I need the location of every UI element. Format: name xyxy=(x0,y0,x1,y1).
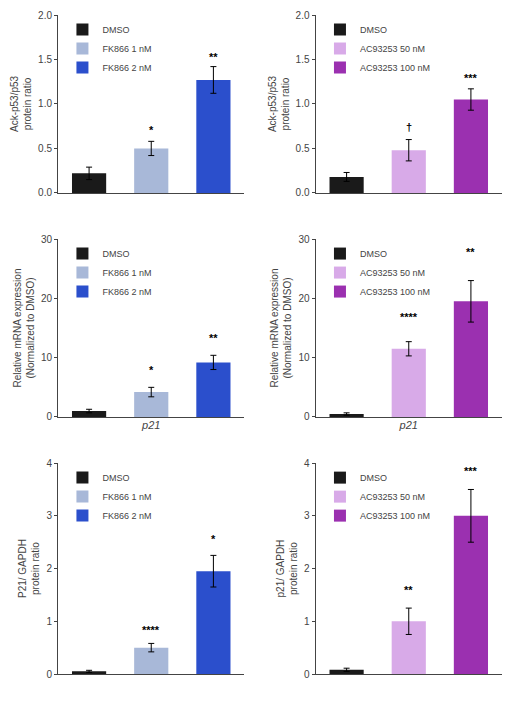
svg-text:AC93253 50 nM: AC93253 50 nM xyxy=(360,492,425,502)
svg-text:AC93253 50 nM: AC93253 50 nM xyxy=(360,268,425,278)
svg-text:Relative mRNA expression(Norma: Relative mRNA expression(Normalized to D… xyxy=(12,269,36,388)
svg-text:AC93253 50 nM: AC93253 50 nM xyxy=(360,44,425,54)
svg-text:FK866 2 nM: FK866 2 nM xyxy=(102,511,151,521)
svg-text:3: 3 xyxy=(304,510,310,521)
svg-text:0.0: 0.0 xyxy=(38,187,52,198)
svg-text:FK866 1 nM: FK866 1 nM xyxy=(102,268,151,278)
svg-text:1.5: 1.5 xyxy=(38,54,52,65)
svg-text:4: 4 xyxy=(304,458,310,469)
svg-text:†: † xyxy=(406,121,412,133)
svg-text:2: 2 xyxy=(46,563,52,574)
svg-text:1.5: 1.5 xyxy=(296,54,310,65)
svg-text:Ack-p53/p53protein ratio: Ack-p53/p53protein ratio xyxy=(267,75,291,132)
svg-text:DMSO: DMSO xyxy=(360,473,387,483)
svg-text:DMSO: DMSO xyxy=(102,473,129,483)
svg-text:**: ** xyxy=(209,332,218,344)
svg-text:P21/ GAPDHprotein ratio: P21/ GAPDHprotein ratio xyxy=(17,539,41,598)
svg-text:30: 30 xyxy=(41,234,53,245)
svg-text:**: ** xyxy=(404,584,413,596)
svg-text:0.0: 0.0 xyxy=(296,187,310,198)
svg-text:***: *** xyxy=(464,465,478,477)
svg-text:DMSO: DMSO xyxy=(102,25,129,35)
svg-text:***: *** xyxy=(464,72,478,84)
svg-text:*: * xyxy=(149,364,154,376)
svg-text:DMSO: DMSO xyxy=(360,249,387,259)
svg-text:0: 0 xyxy=(304,669,310,680)
svg-text:0: 0 xyxy=(46,669,52,680)
svg-text:20: 20 xyxy=(298,293,310,304)
svg-text:0.5: 0.5 xyxy=(38,143,52,154)
svg-text:DMSO: DMSO xyxy=(102,249,129,259)
svg-text:1.0: 1.0 xyxy=(38,98,52,109)
svg-text:DMSO: DMSO xyxy=(360,25,387,35)
svg-text:*: * xyxy=(149,124,154,136)
svg-text:1.0: 1.0 xyxy=(296,98,310,109)
svg-text:Ack-p53/p53protein ratio: Ack-p53/p53protein ratio xyxy=(9,75,33,132)
svg-text:4: 4 xyxy=(46,458,52,469)
svg-text:*: * xyxy=(211,533,216,545)
svg-text:2: 2 xyxy=(304,563,310,574)
svg-text:1: 1 xyxy=(304,616,310,627)
svg-text:1: 1 xyxy=(46,616,52,627)
svg-text:**: ** xyxy=(209,51,218,63)
svg-text:p21: p21 xyxy=(399,419,418,431)
svg-text:AC93253 100 nM: AC93253 100 nM xyxy=(360,511,430,521)
svg-text:Relative mRNA expression(Norma: Relative mRNA expression(Normalized to D… xyxy=(269,269,293,388)
svg-text:p21: p21 xyxy=(141,419,160,431)
svg-text:10: 10 xyxy=(41,352,53,363)
svg-text:2.0: 2.0 xyxy=(296,10,310,21)
svg-text:****: **** xyxy=(400,311,418,323)
svg-text:AC93253 100 nM: AC93253 100 nM xyxy=(360,287,430,297)
svg-text:2.0: 2.0 xyxy=(38,10,52,21)
svg-text:AC93253 100 nM: AC93253 100 nM xyxy=(360,63,430,73)
svg-text:FK866 1 nM: FK866 1 nM xyxy=(102,44,151,54)
svg-text:30: 30 xyxy=(298,234,310,245)
svg-text:FK866 2 nM: FK866 2 nM xyxy=(102,287,151,297)
svg-text:0: 0 xyxy=(46,411,52,422)
svg-text:3: 3 xyxy=(46,510,52,521)
svg-text:FK866 1 nM: FK866 1 nM xyxy=(102,492,151,502)
svg-text:20: 20 xyxy=(41,293,53,304)
svg-text:10: 10 xyxy=(298,352,310,363)
svg-text:0: 0 xyxy=(304,411,310,422)
svg-text:****: **** xyxy=(142,624,160,636)
svg-text:**: ** xyxy=(466,246,475,258)
svg-text:0.5: 0.5 xyxy=(296,143,310,154)
svg-text:p21/ GAPDHprotein ratio: p21/ GAPDHprotein ratio xyxy=(275,540,299,598)
svg-text:FK866 2 nM: FK866 2 nM xyxy=(102,63,151,73)
